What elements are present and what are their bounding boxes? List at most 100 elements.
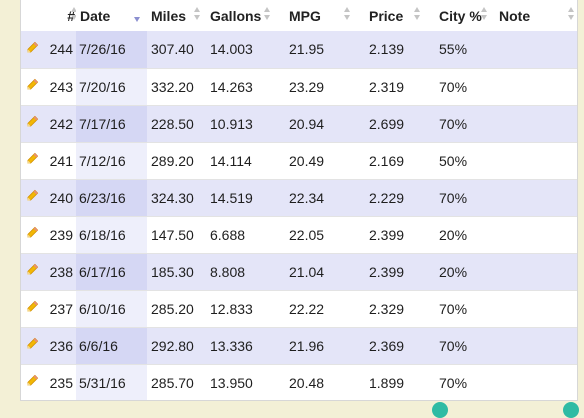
cell-price: 2.369 — [357, 327, 427, 364]
cell-number: 235 — [43, 364, 76, 400]
cell-gallons: 14.003 — [207, 31, 277, 68]
pencil-icon[interactable] — [26, 78, 39, 91]
column-header-gallons[interactable]: Gallons — [207, 0, 277, 31]
column-header-date[interactable]: Date — [76, 0, 147, 31]
column-header-note[interactable]: Note — [487, 0, 577, 31]
cell-miles: 324.30 — [147, 179, 207, 216]
cell-date: 7/20/16 — [76, 68, 147, 105]
cell-price: 1.899 — [357, 364, 427, 400]
cell-number: 244 — [43, 31, 76, 68]
pagination-dot[interactable] — [563, 402, 579, 418]
table-row[interactable]: 239 6/18/16 147.50 6.688 22.05 2.399 20% — [21, 216, 577, 253]
cell-number: 241 — [43, 142, 76, 179]
edit-cell[interactable] — [21, 142, 43, 179]
cell-price: 2.169 — [357, 142, 427, 179]
cell-mpg: 20.94 — [277, 105, 357, 142]
table-row[interactable]: 235 5/31/16 285.70 13.950 20.48 1.899 70… — [21, 364, 577, 400]
column-header-note-label: Note — [499, 7, 531, 24]
column-header-date-label: Date — [80, 7, 111, 24]
table-row[interactable]: 236 6/6/16 292.80 13.336 21.96 2.369 70% — [21, 327, 577, 364]
column-header-price[interactable]: Price — [357, 0, 427, 31]
cell-gallons: 12.833 — [207, 290, 277, 327]
edit-cell[interactable] — [21, 364, 43, 400]
cell-note — [487, 290, 577, 327]
edit-cell[interactable] — [21, 105, 43, 142]
pencil-icon[interactable] — [26, 115, 39, 128]
cell-date: 6/23/16 — [76, 179, 147, 216]
edit-cell[interactable] — [21, 31, 43, 68]
table-row[interactable]: 244 7/26/16 307.40 14.003 21.95 2.139 55… — [21, 31, 577, 68]
sort-descending-icon[interactable] — [134, 7, 141, 22]
cell-gallons: 14.263 — [207, 68, 277, 105]
edit-cell[interactable] — [21, 179, 43, 216]
table-row[interactable]: 243 7/20/16 332.20 14.263 23.29 2.319 70… — [21, 68, 577, 105]
cell-miles: 289.20 — [147, 142, 207, 179]
pagination-dot[interactable] — [432, 402, 448, 418]
pencil-icon[interactable] — [26, 152, 39, 165]
sort-arrows-icon[interactable] — [71, 7, 76, 21]
column-header-price-label: Price — [369, 7, 404, 24]
cell-price: 2.139 — [357, 31, 427, 68]
cell-miles: 285.20 — [147, 290, 207, 327]
cell-note — [487, 31, 577, 68]
sort-arrows-icon[interactable] — [481, 7, 487, 21]
column-header-city[interactable]: City % — [427, 0, 487, 31]
cell-mpg: 22.22 — [277, 290, 357, 327]
cell-mpg: 22.34 — [277, 179, 357, 216]
edit-cell[interactable] — [21, 290, 43, 327]
table-header-row: # Date Miles Gallons MPG Price City % No… — [21, 0, 577, 31]
cell-note — [487, 68, 577, 105]
pencil-icon[interactable] — [26, 374, 39, 387]
pencil-icon[interactable] — [26, 263, 39, 276]
table-row[interactable]: 241 7/12/16 289.20 14.114 20.49 2.169 50… — [21, 142, 577, 179]
table-row[interactable]: 238 6/17/16 185.30 8.808 21.04 2.399 20% — [21, 253, 577, 290]
edit-cell[interactable] — [21, 216, 43, 253]
cell-city-percent: 50% — [427, 142, 487, 179]
table-row[interactable]: 237 6/10/16 285.20 12.833 22.22 2.329 70… — [21, 290, 577, 327]
cell-miles: 185.30 — [147, 253, 207, 290]
cell-date: 6/18/16 — [76, 216, 147, 253]
sort-arrows-icon[interactable] — [344, 7, 351, 21]
cell-date: 6/6/16 — [76, 327, 147, 364]
cell-gallons: 8.808 — [207, 253, 277, 290]
cell-number: 237 — [43, 290, 76, 327]
cell-mpg: 20.48 — [277, 364, 357, 400]
cell-number: 236 — [43, 327, 76, 364]
cell-number: 240 — [43, 179, 76, 216]
cell-city-percent: 20% — [427, 253, 487, 290]
sort-arrows-icon[interactable] — [568, 7, 575, 21]
column-header-miles[interactable]: Miles — [147, 0, 207, 31]
cell-city-percent: 70% — [427, 105, 487, 142]
cell-city-percent: 70% — [427, 290, 487, 327]
pencil-icon[interactable] — [26, 41, 39, 54]
sort-arrows-icon[interactable] — [414, 7, 421, 21]
cell-gallons: 14.114 — [207, 142, 277, 179]
cell-note — [487, 179, 577, 216]
pencil-icon[interactable] — [26, 189, 39, 202]
cell-miles: 147.50 — [147, 216, 207, 253]
edit-cell[interactable] — [21, 253, 43, 290]
edit-cell[interactable] — [21, 68, 43, 105]
pencil-icon[interactable] — [26, 337, 39, 350]
cell-city-percent: 70% — [427, 179, 487, 216]
sort-arrows-icon[interactable] — [194, 7, 201, 21]
column-header-miles-label: Miles — [151, 7, 187, 24]
cell-gallons: 10.913 — [207, 105, 277, 142]
cell-city-percent: 20% — [427, 216, 487, 253]
column-header-number[interactable]: # — [43, 0, 76, 31]
pencil-icon[interactable] — [26, 226, 39, 239]
cell-note — [487, 253, 577, 290]
cell-city-percent: 70% — [427, 68, 487, 105]
cell-date: 6/17/16 — [76, 253, 147, 290]
column-header-mpg[interactable]: MPG — [277, 0, 357, 31]
cell-gallons: 13.336 — [207, 327, 277, 364]
table-row[interactable]: 240 6/23/16 324.30 14.519 22.34 2.229 70… — [21, 179, 577, 216]
cell-price: 2.399 — [357, 216, 427, 253]
table-row[interactable]: 242 7/17/16 228.50 10.913 20.94 2.699 70… — [21, 105, 577, 142]
edit-cell[interactable] — [21, 327, 43, 364]
cell-gallons: 14.519 — [207, 179, 277, 216]
sort-arrows-icon[interactable] — [264, 7, 271, 21]
pencil-icon[interactable] — [26, 300, 39, 313]
cell-number: 238 — [43, 253, 76, 290]
cell-miles: 332.20 — [147, 68, 207, 105]
